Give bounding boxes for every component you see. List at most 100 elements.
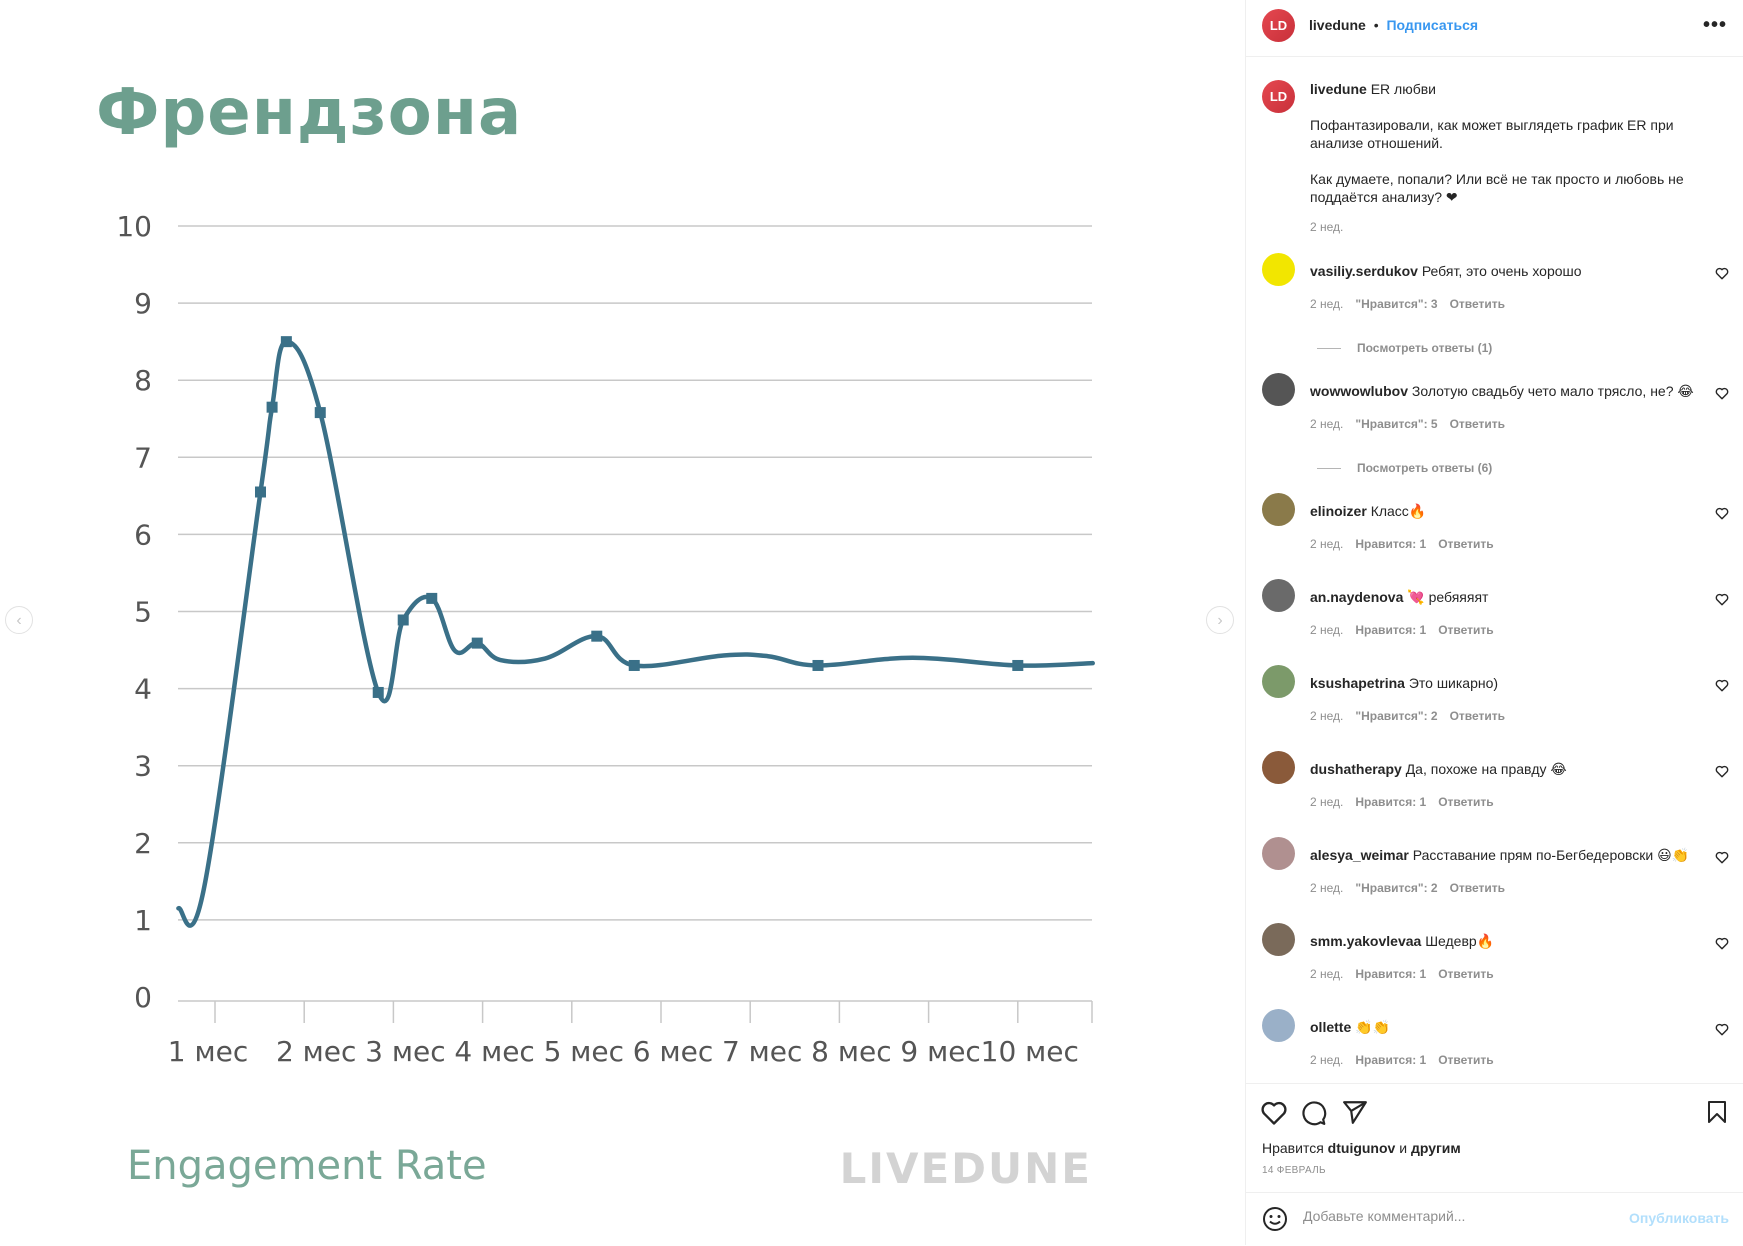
comment-meta: 2 нед. "Нравится": 3 Ответить [1310,295,1505,313]
er-series-line [176,339,1095,928]
comment-likes[interactable]: "Нравится": 2 [1355,881,1438,895]
reply-button[interactable]: Ответить [1438,623,1494,637]
publish-button[interactable]: Опубликовать [1629,1210,1729,1226]
commenter-avatar[interactable] [1262,665,1295,698]
comment-icon[interactable] [1301,1100,1327,1126]
x-tick-label: 3 мес [365,1035,445,1068]
comment-time[interactable]: 2 нед. [1310,709,1344,723]
comment-username[interactable]: smm.yakovlevaa [1310,933,1422,949]
brand-watermark: LIVEDUNE [839,1144,1092,1193]
share-icon[interactable] [1342,1100,1368,1124]
post-caption: livedune ER любви Пофантазировали, как м… [1310,80,1730,236]
comment-likes[interactable]: Нравится: 1 [1355,967,1427,981]
image-footer-label: Engagement Rate [127,1143,487,1189]
view-replies-button[interactable]: Посмотреть ответы (1) [1317,341,1492,355]
author-username[interactable]: livedune [1309,17,1366,33]
data-point-marker [314,407,326,419]
comment-username[interactable]: an.naydenova [1310,589,1404,605]
commenter-avatar[interactable] [1262,1009,1295,1042]
caption-title: ER любви [1370,81,1436,97]
follow-button[interactable]: Подписаться [1386,17,1479,33]
comment-text: 👏👏 [1355,1019,1390,1035]
reply-button[interactable]: Ответить [1449,709,1506,723]
avatar[interactable]: LD [1262,9,1295,42]
comment-username[interactable]: vasiliy.serdukov [1310,263,1418,279]
commenter-avatar[interactable] [1262,253,1295,286]
data-point-marker [254,486,266,498]
commenter-avatar[interactable] [1262,837,1295,870]
caption-username[interactable]: livedune [1310,81,1367,97]
x-tick-label: 8 мес [811,1035,891,1068]
comment-likes[interactable]: Нравится: 1 [1355,537,1427,551]
comment-username[interactable]: alesya_weimar [1310,847,1409,863]
data-point-marker [372,686,384,698]
comment-time[interactable]: 2 нед. [1310,297,1344,311]
caption-paragraph-2: Как думаете, попали? Или всё не так прос… [1310,171,1684,205]
next-image-button[interactable]: › [1206,606,1234,634]
comment-likes[interactable]: Нравится: 1 [1355,1053,1427,1067]
comment-likes[interactable]: Нравится: 1 [1355,623,1427,637]
commenter-avatar[interactable] [1262,751,1295,784]
comment-time[interactable]: 2 нед. [1310,623,1344,637]
comment-likes[interactable]: "Нравится": 3 [1355,297,1438,311]
comment-username[interactable]: elinoizer [1310,503,1367,519]
reply-button[interactable]: Ответить [1449,297,1506,311]
comment-like-icon[interactable] [1715,679,1729,695]
comment-like-icon[interactable] [1715,851,1729,867]
comment-text: Шедевр🔥 [1425,933,1495,949]
comment-username[interactable]: ksushapetrina [1310,675,1405,691]
comment-username[interactable]: dushatherapy [1310,761,1402,777]
comment-time[interactable]: 2 нед. [1310,417,1344,431]
comment-username[interactable]: ollette [1310,1019,1352,1035]
comment-time[interactable]: 2 нед. [1310,1053,1344,1067]
comment-like-icon[interactable] [1715,765,1729,781]
comment-likes[interactable]: "Нравится": 2 [1355,709,1438,723]
y-tick-label: 3 [134,750,152,783]
comment-likes[interactable]: Нравится: 1 [1355,795,1427,809]
reply-button[interactable]: Ответить [1449,417,1506,431]
comment-like-icon[interactable] [1715,507,1729,523]
replies-line [1317,468,1341,470]
comment-like-icon[interactable] [1715,1023,1729,1039]
comment-meta: 2 нед. "Нравится": 2 Ответить [1310,879,1505,897]
y-tick-label: 6 [134,518,152,551]
comment-text-row: alesya_weimar Расставание прям по-Бегбед… [1310,847,1689,864]
reply-button[interactable]: Ответить [1438,795,1494,809]
x-tick-label: 9 мес [900,1035,980,1068]
bookmark-icon[interactable] [1707,1100,1727,1124]
like-icon[interactable] [1260,1100,1288,1126]
comment-input[interactable] [1301,1207,1605,1225]
comment-time[interactable]: 2 нед. [1310,537,1344,551]
comment-username[interactable]: wowwowlubov [1310,383,1408,399]
commenter-avatar[interactable] [1262,579,1295,612]
caption-time[interactable]: 2 нед. [1310,220,1344,234]
commenter-avatar[interactable] [1262,923,1295,956]
comment-likes[interactable]: "Нравится": 5 [1355,417,1438,431]
comment-text-row: smm.yakovlevaa Шедевр🔥 [1310,933,1494,950]
prev-image-button[interactable]: ‹ [5,606,33,634]
reply-button[interactable]: Ответить [1438,967,1494,981]
data-point-marker [812,659,824,671]
er-line-chart: 0 1 2 3 4 5 6 7 8 9 10 1 мес 2 мес 3 мес 4 мес 5 мес 6 м… [116,210,1095,1068]
reply-button[interactable]: Ответить [1438,1053,1494,1067]
comment-time[interactable]: 2 нед. [1310,881,1344,895]
comment-like-icon[interactable] [1715,593,1729,609]
comment-time[interactable]: 2 нед. [1310,795,1344,809]
comment-like-icon[interactable] [1715,937,1729,953]
commenter-avatar[interactable] [1262,493,1295,526]
reply-button[interactable]: Ответить [1438,537,1494,551]
avatar[interactable]: LD [1262,80,1295,113]
comment-text: Класс🔥 [1370,503,1427,519]
data-point-marker [1012,659,1024,671]
comment-like-icon[interactable] [1715,267,1729,283]
commenter-avatar[interactable] [1262,373,1295,406]
comment-like-icon[interactable] [1715,387,1729,403]
data-point-marker [426,592,438,604]
more-options-icon[interactable]: ••• [1702,14,1727,36]
likes-user[interactable]: dtuigunov [1327,1140,1396,1156]
reply-button[interactable]: Ответить [1449,881,1506,895]
view-replies-button[interactable]: Посмотреть ответы (6) [1317,461,1492,475]
emoji-icon[interactable] [1262,1206,1288,1232]
comment-time[interactable]: 2 нед. [1310,967,1344,981]
likes-others[interactable]: другим [1410,1140,1461,1156]
